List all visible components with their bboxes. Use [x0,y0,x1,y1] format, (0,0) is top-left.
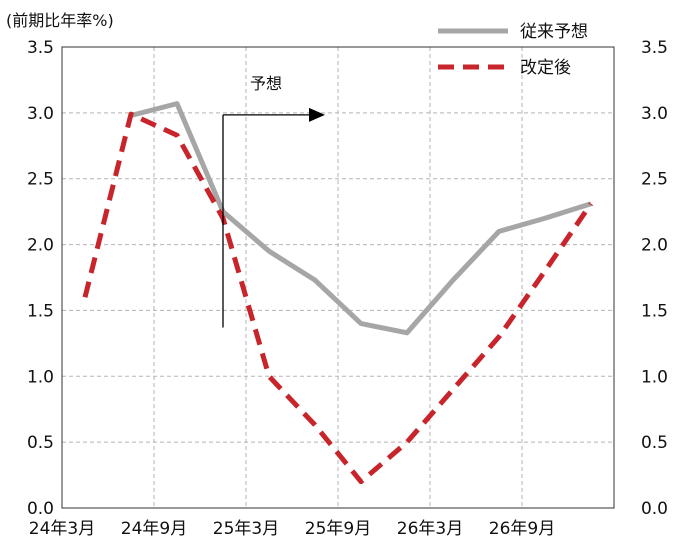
y-axis-right: 0.0 0.5 1.0 1.5 2.0 2.5 3.0 3.5 [641,38,668,519]
y-tick-label-right-4: 2.0 [641,236,668,256]
x-tick-label-1: 24年9月 [121,519,187,539]
x-axis: 24年3月 24年9月 25年3月 25年9月 26年3月 26年9月 [29,519,555,539]
x-tick-label-4: 26年3月 [397,519,463,539]
plot-area-frame [61,46,615,509]
legend-label-1: 改定後 [520,58,571,78]
y-tick-label-left-2: 1.0 [27,367,54,387]
y-tick-label-right-0: 0.0 [641,499,668,519]
y-tick-label-right-6: 3.0 [641,104,668,124]
y-tick-label-right-1: 0.5 [641,433,668,453]
annotation-label: 予想 [250,74,282,93]
x-tick-label-0: 24年3月 [29,519,95,539]
y-tick-label-right-2: 1.0 [641,367,668,387]
grid-lines [62,47,614,508]
legend-label-0: 従来予想 [520,22,588,42]
y-tick-label-right-5: 2.5 [641,170,668,190]
series-layer [82,101,594,485]
x-tick-label-5: 26年9月 [489,519,555,539]
y-tick-label-left-5: 2.5 [27,170,54,190]
y-tick-label-left-6: 3.0 [27,104,54,124]
annotation-arrow-head [309,107,325,122]
x-tick-label-3: 25年9月 [305,519,371,539]
x-tick-label-2: 25年3月 [213,519,279,539]
series-line-1 [82,111,594,485]
y-tick-label-left-0: 0.0 [27,499,54,519]
y-tick-label-right-7: 3.5 [641,38,668,58]
y-unit-label: (前期比年率%) [6,11,114,30]
y-tick-label-left-1: 0.5 [27,433,54,453]
series-line-0 [130,101,592,336]
y-tick-label-left-3: 1.5 [27,301,54,321]
y-tick-label-left-4: 2.0 [27,236,54,256]
y-axis-left: 0.0 0.5 1.0 1.5 2.0 2.5 3.0 3.5 [27,38,54,519]
y-tick-label-right-3: 1.5 [641,301,668,321]
forecast-annotation: 予想 [222,74,325,328]
y-tick-label-left-7: 3.5 [27,38,54,58]
